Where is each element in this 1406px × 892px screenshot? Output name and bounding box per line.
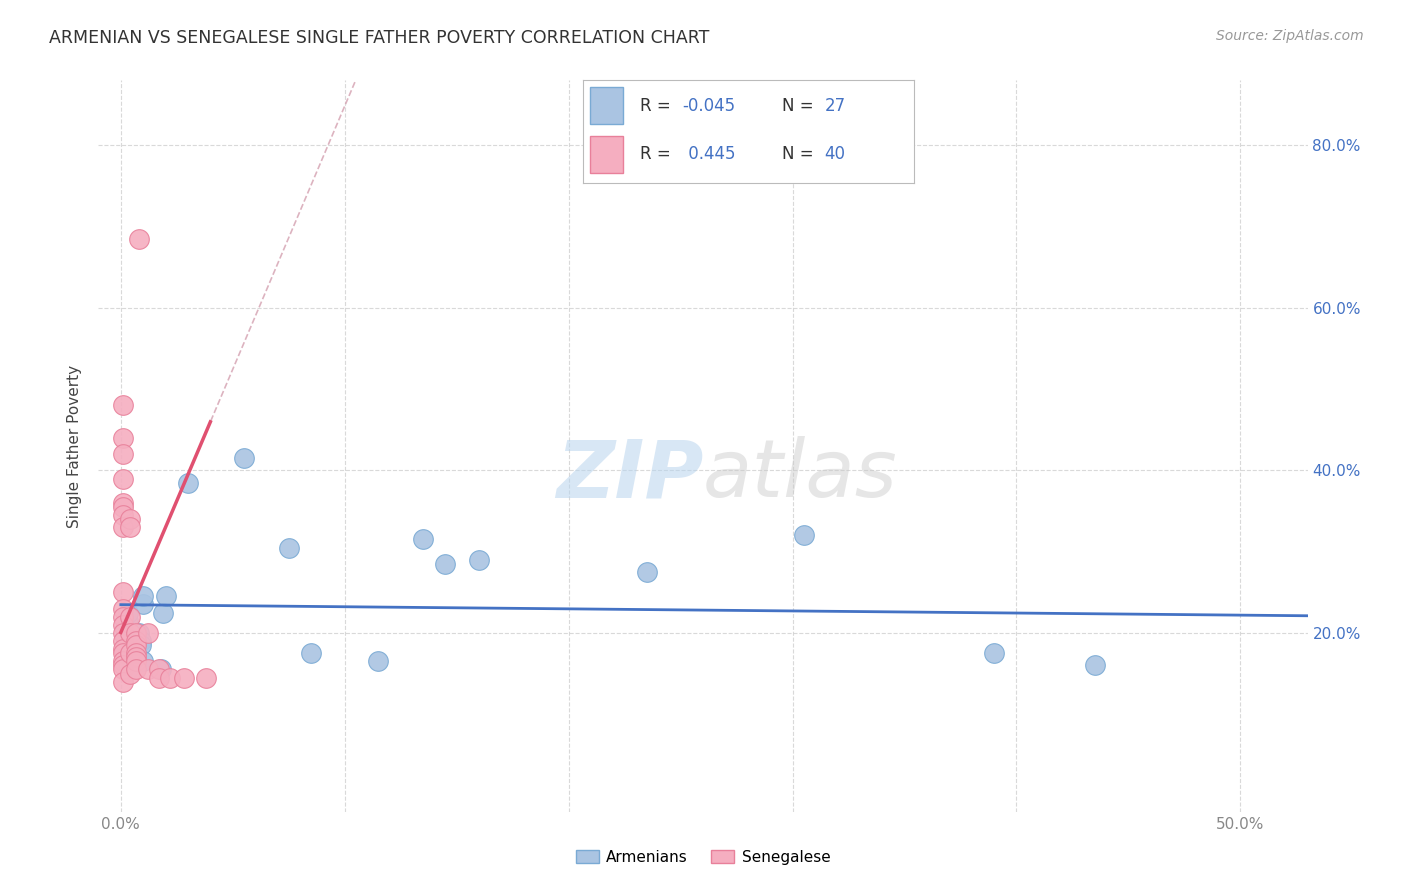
Point — [434, 557, 457, 571]
Point — [117, 606, 139, 620]
Text: 40: 40 — [825, 145, 845, 163]
Point — [112, 609, 135, 624]
Point — [152, 606, 174, 620]
Point — [112, 500, 135, 514]
Text: ARMENIAN VS SENEGALESE SINGLE FATHER POVERTY CORRELATION CHART: ARMENIAN VS SENEGALESE SINGLE FATHER POV… — [49, 29, 710, 46]
Point — [114, 622, 136, 636]
Point — [117, 663, 139, 677]
Point — [412, 533, 434, 547]
Y-axis label: Single Father Poverty: Single Father Poverty — [67, 365, 83, 527]
Point — [112, 520, 135, 534]
Point — [118, 646, 141, 660]
FancyBboxPatch shape — [591, 136, 623, 173]
Point — [148, 663, 170, 677]
Point — [118, 609, 141, 624]
Point — [636, 565, 658, 579]
Point — [118, 512, 141, 526]
Point — [112, 601, 135, 615]
Point — [112, 496, 135, 510]
Point — [118, 666, 141, 681]
Point — [277, 541, 299, 555]
Point — [132, 598, 155, 612]
Text: N =: N = — [782, 145, 818, 163]
Point — [118, 626, 141, 640]
Point — [233, 451, 256, 466]
Point — [177, 475, 200, 490]
Point — [367, 654, 389, 668]
Point — [125, 654, 148, 668]
Point — [112, 447, 135, 461]
Point — [132, 590, 155, 604]
Point — [128, 232, 150, 246]
Text: Source: ZipAtlas.com: Source: ZipAtlas.com — [1216, 29, 1364, 43]
Point — [112, 654, 135, 668]
Point — [112, 398, 135, 412]
Point — [125, 634, 148, 648]
Text: R =: R = — [640, 145, 676, 163]
Point — [128, 626, 150, 640]
Point — [112, 617, 135, 632]
Point — [299, 646, 322, 660]
Point — [129, 638, 152, 652]
Point — [173, 671, 195, 685]
Point — [129, 634, 152, 648]
Point — [125, 626, 148, 640]
Point — [112, 471, 135, 485]
Point — [112, 674, 135, 689]
Text: ZIP: ZIP — [555, 436, 703, 515]
Point — [983, 646, 1005, 660]
Point — [112, 646, 135, 660]
Point — [125, 663, 148, 677]
Point — [155, 590, 177, 604]
Text: N =: N = — [782, 97, 818, 115]
Point — [150, 663, 173, 677]
Point — [793, 528, 815, 542]
Point — [117, 614, 139, 628]
Text: R =: R = — [640, 97, 676, 115]
Point — [112, 663, 135, 677]
Point — [112, 658, 135, 673]
Point — [136, 663, 159, 677]
Point — [112, 585, 135, 599]
Text: -0.045: -0.045 — [683, 97, 735, 115]
Point — [112, 626, 135, 640]
Point — [136, 626, 159, 640]
Point — [112, 508, 135, 522]
Point — [125, 650, 148, 665]
Point — [118, 520, 141, 534]
Point — [117, 646, 139, 660]
Point — [112, 634, 135, 648]
Legend: Armenians, Senegalese: Armenians, Senegalese — [569, 844, 837, 871]
FancyBboxPatch shape — [591, 87, 623, 124]
Point — [112, 431, 135, 445]
Point — [159, 671, 181, 685]
Point — [468, 553, 491, 567]
Point — [125, 638, 148, 652]
Text: atlas: atlas — [703, 436, 898, 515]
Point — [112, 642, 135, 657]
Text: 27: 27 — [825, 97, 846, 115]
Point — [125, 646, 148, 660]
Point — [148, 671, 170, 685]
Point — [132, 654, 155, 668]
Point — [1084, 658, 1107, 673]
Text: 0.445: 0.445 — [683, 145, 735, 163]
Point — [114, 630, 136, 644]
Point — [194, 671, 217, 685]
